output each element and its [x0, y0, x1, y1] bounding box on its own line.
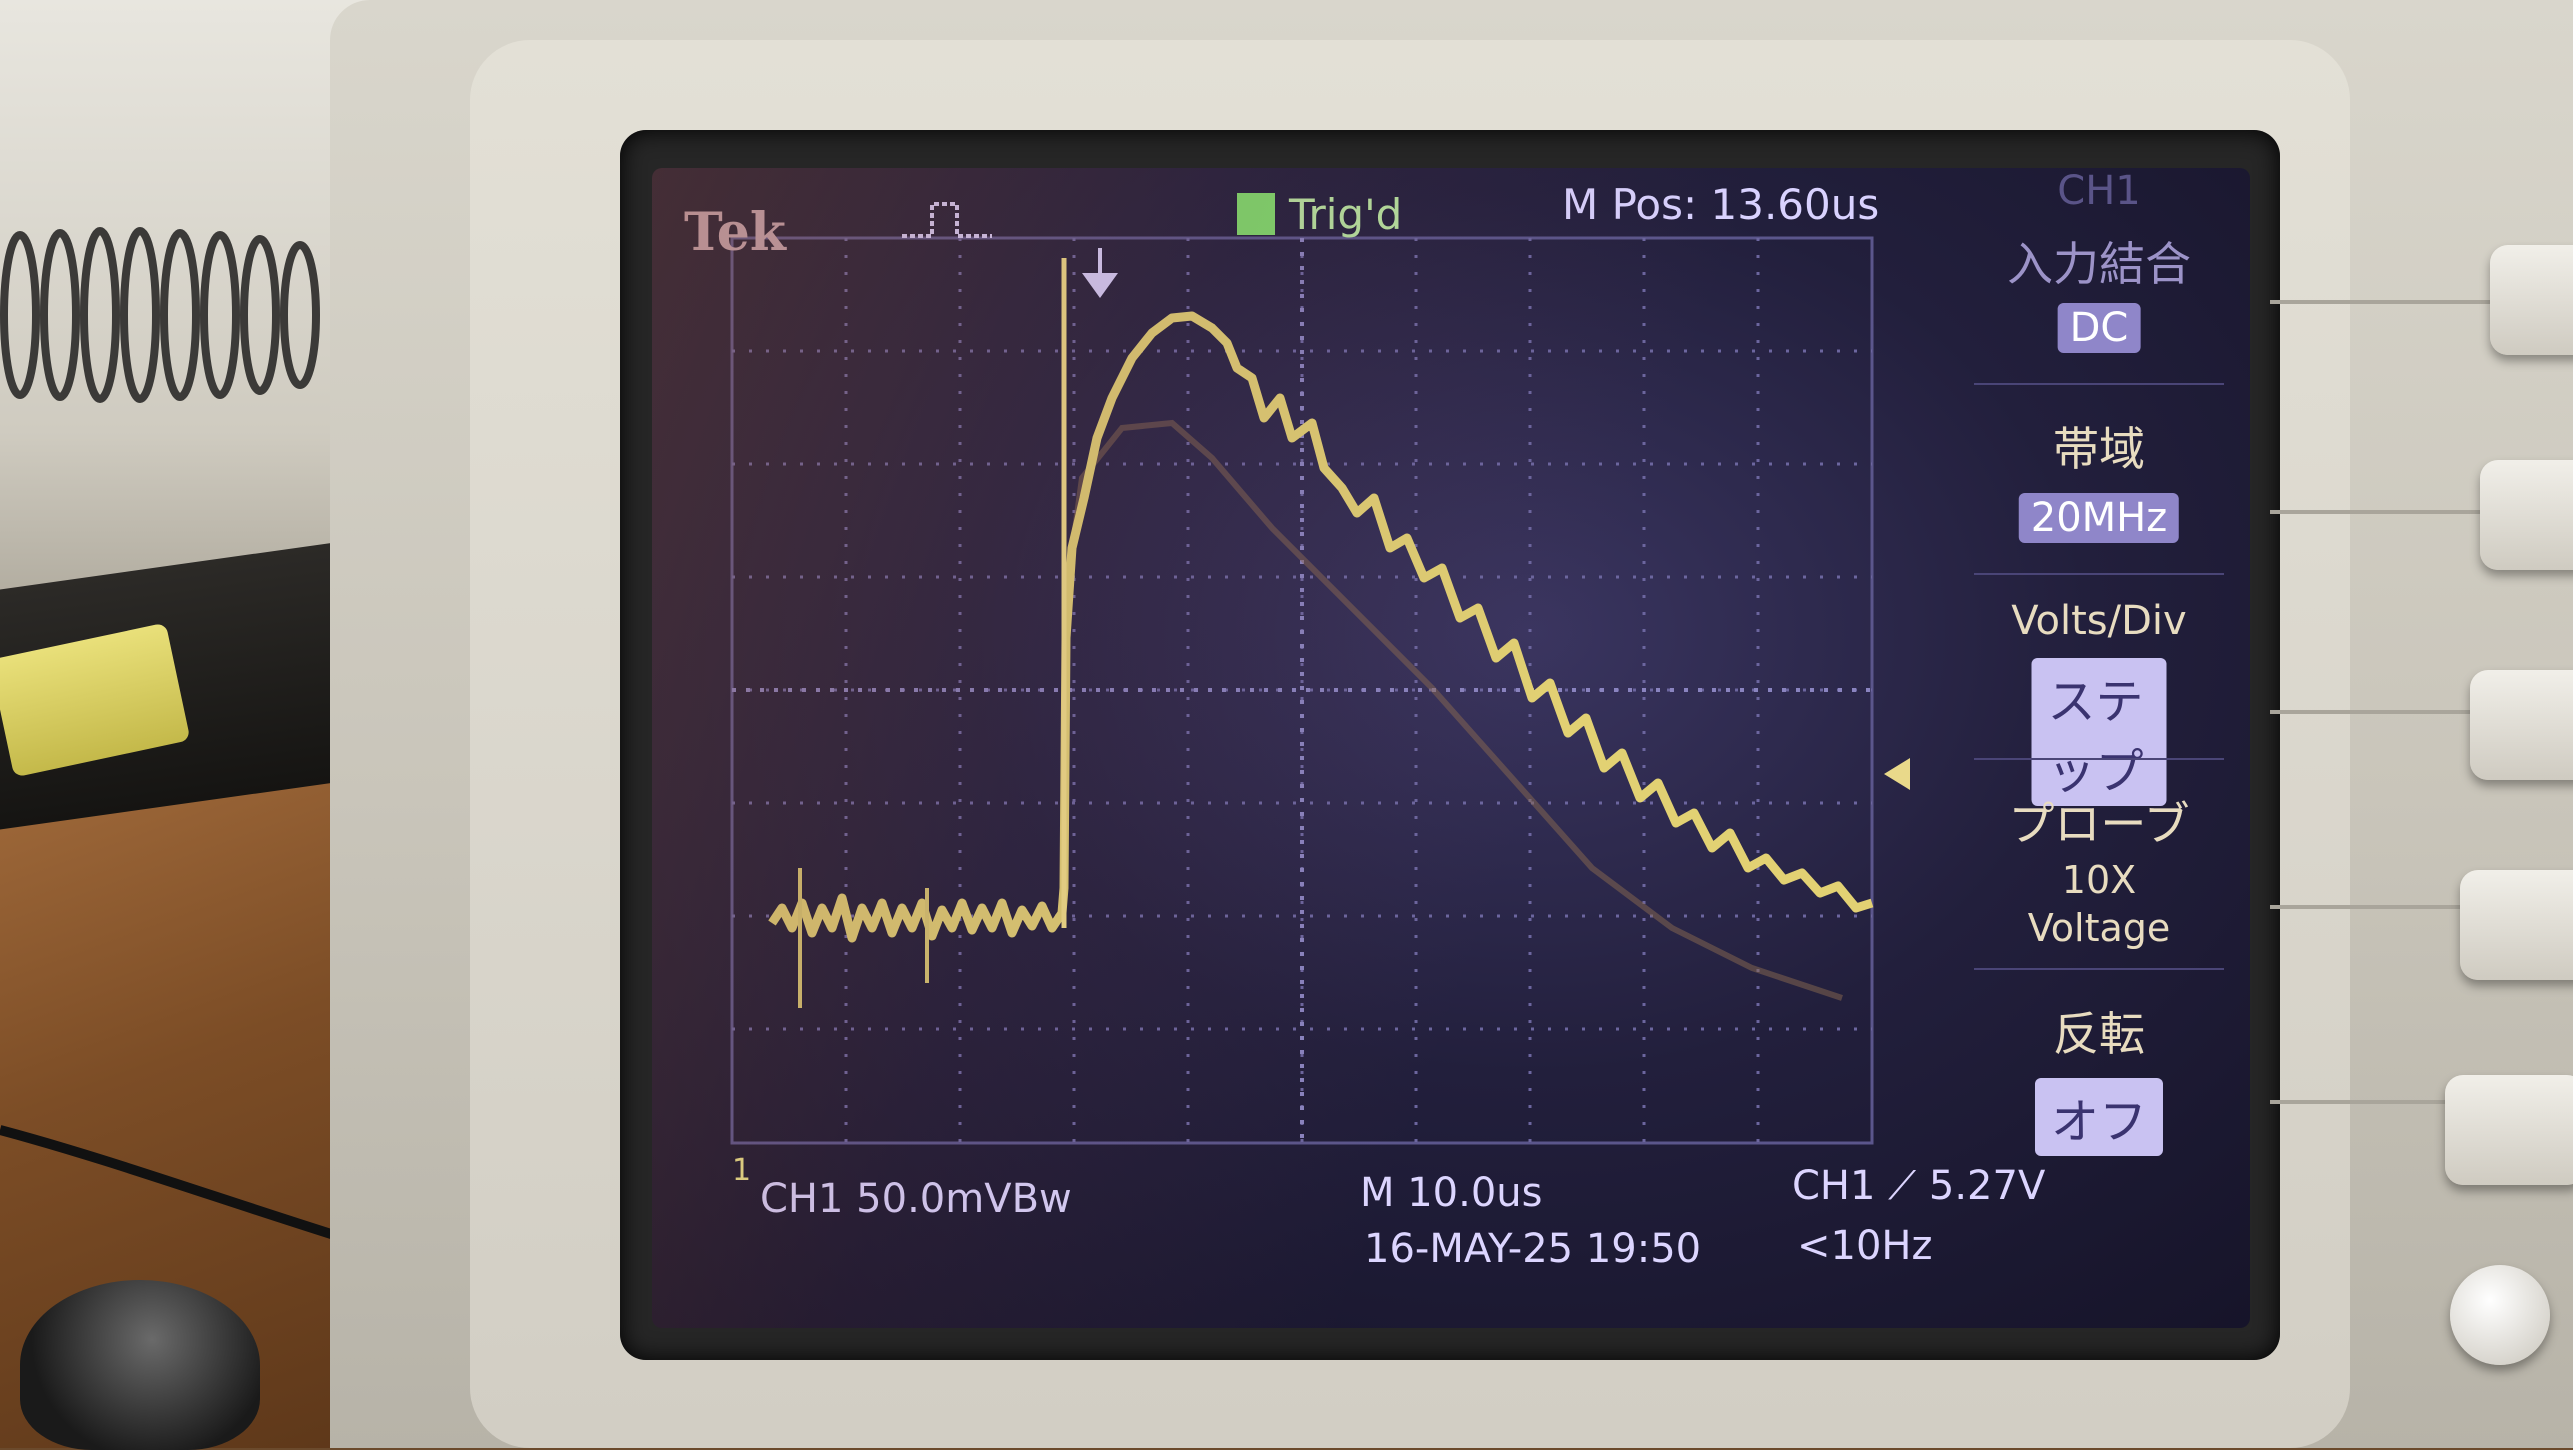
menu-divider: [1974, 758, 2224, 760]
menu-channel-title: CH1: [2057, 168, 2141, 214]
panel-divider: [2270, 710, 2573, 714]
ch1-waveform: [768, 311, 1874, 943]
trigger-frequency-readout: <10Hz: [1797, 1223, 1933, 1269]
menu-button-3[interactable]: [2470, 670, 2573, 780]
trigger-status-label: Trig'd: [1289, 190, 1403, 239]
panel-divider: [2270, 1100, 2573, 1104]
probe-connector: [20, 1280, 260, 1450]
datetime-readout: 16-MAY-25 19:50: [1364, 1226, 1702, 1272]
trigger-status-icon: [1237, 193, 1275, 235]
bandwidth-value[interactable]: 20MHz: [2018, 493, 2180, 543]
waveform-ghost: [1064, 419, 1843, 1001]
graticule-vertical-lines: [844, 238, 1760, 1143]
brand-logo: Tek: [684, 202, 786, 263]
panel-divider: [2270, 300, 2573, 304]
menu-button-5[interactable]: [2445, 1075, 2573, 1185]
volts-div-label: Volts/Div: [2011, 598, 2187, 644]
bandwidth-label: 帯域: [2053, 422, 2145, 476]
channel-ground-marker: 1: [732, 1153, 752, 1188]
invert-value[interactable]: オフ: [2034, 1078, 2164, 1156]
trigger-level-arrow: [1884, 758, 1910, 790]
graticule-and-trace: [730, 236, 1910, 1145]
menu-button-2[interactable]: [2480, 460, 2573, 570]
trigger-status: Trig'd: [1237, 190, 1402, 239]
menu-divider: [1974, 968, 2224, 970]
invert-label: 反転: [2053, 1007, 2145, 1061]
panel-divider: [2270, 510, 2573, 514]
solder-iron-coil: [0, 227, 320, 403]
menu-button-4[interactable]: [2460, 870, 2573, 980]
panel-divider: [2270, 905, 2573, 909]
menu-divider: [1974, 573, 2224, 575]
probe-attenuation[interactable]: 10X: [2061, 858, 2137, 902]
coupling-value[interactable]: DC: [2057, 303, 2141, 353]
horizontal-position: M Pos: 13.60us: [1562, 180, 1880, 229]
probe-type[interactable]: Voltage: [2027, 906, 2171, 950]
coupling-label: 入力結合: [2007, 237, 2191, 291]
round-button[interactable]: [2450, 1265, 2550, 1365]
timebase-readout: M 10.0us: [1360, 1170, 1543, 1216]
oscilloscope-display: Tek Trig'd M Pos: 13.60us 1 CH1 50.0mVBw…: [652, 168, 2250, 1328]
menu-button-1[interactable]: [2490, 245, 2573, 355]
trigger-type-icon: [902, 202, 992, 238]
trigger-level-readout: CH1 ⟋ 5.27V: [1792, 1163, 2046, 1209]
probe-label: プローブ: [2008, 797, 2190, 851]
menu-divider: [1974, 383, 2224, 385]
volts-div-value[interactable]: ステップ: [2031, 658, 2167, 806]
trigger-position-arrow: [1082, 273, 1118, 298]
channel-menu: CH1 入力結合 DC 帯域 20MHz Volts/Div ステップ プローブ…: [1964, 168, 2234, 1278]
ch1-vertical-scale: CH1 50.0mVBw: [760, 1176, 1072, 1222]
